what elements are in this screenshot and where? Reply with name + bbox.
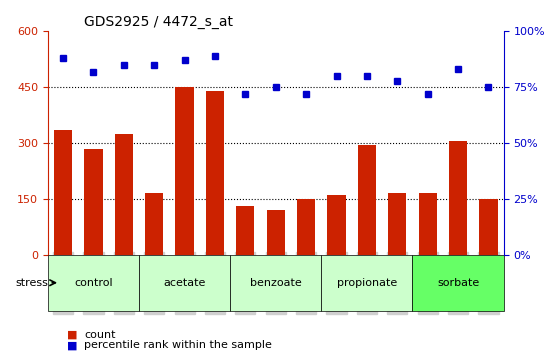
Text: GDS2925 / 4472_s_at: GDS2925 / 4472_s_at	[85, 15, 234, 29]
Text: sorbate: sorbate	[437, 278, 479, 288]
Bar	[358, 145, 376, 255]
Text: stress: stress	[15, 278, 48, 288]
Bar	[267, 210, 285, 255]
Bar	[479, 199, 498, 255]
Text: acetate: acetate	[164, 278, 206, 288]
Bar	[297, 199, 315, 255]
Text: benzoate: benzoate	[250, 278, 302, 288]
Text: ■: ■	[67, 330, 78, 340]
Text: count: count	[84, 330, 115, 340]
Bar	[328, 195, 346, 255]
Bar	[449, 141, 467, 255]
Text: percentile rank within the sample: percentile rank within the sample	[84, 341, 272, 350]
Bar	[145, 193, 164, 255]
Bar	[54, 130, 72, 255]
Bar	[175, 87, 194, 255]
Bar	[418, 193, 437, 255]
Text: propionate: propionate	[337, 278, 397, 288]
FancyBboxPatch shape	[413, 255, 503, 311]
Bar	[85, 149, 102, 255]
Text: control: control	[74, 278, 113, 288]
FancyBboxPatch shape	[48, 255, 139, 311]
FancyBboxPatch shape	[139, 255, 230, 311]
Bar	[388, 193, 407, 255]
Bar	[236, 206, 254, 255]
FancyBboxPatch shape	[321, 255, 413, 311]
FancyBboxPatch shape	[230, 255, 321, 311]
Bar	[115, 134, 133, 255]
Text: ■: ■	[67, 341, 78, 350]
Bar	[206, 91, 224, 255]
